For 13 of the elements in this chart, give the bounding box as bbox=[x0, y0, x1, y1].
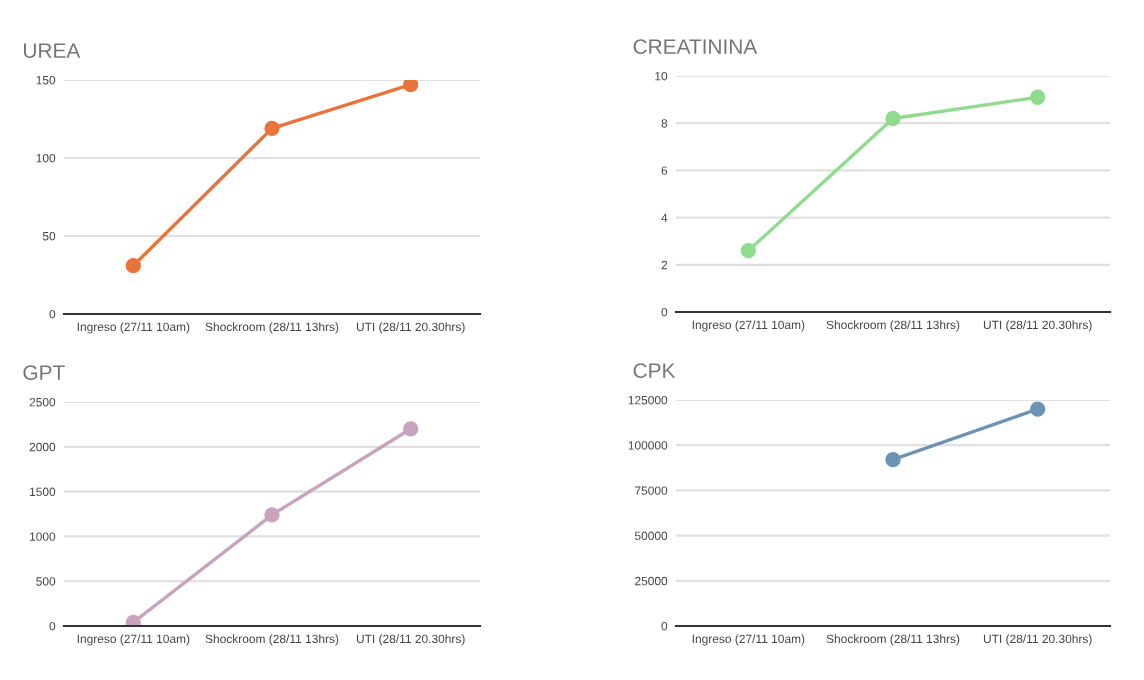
point bbox=[885, 110, 901, 127]
point bbox=[125, 614, 141, 626]
point bbox=[125, 258, 141, 274]
point bbox=[264, 507, 280, 523]
point bbox=[403, 421, 419, 437]
chart-title: UREA bbox=[24, 43, 81, 58]
point bbox=[1030, 89, 1046, 105]
point bbox=[403, 80, 419, 93]
point bbox=[740, 243, 756, 259]
chart-title: CREATININA bbox=[633, 39, 758, 54]
point bbox=[264, 120, 280, 136]
chart-title: GPT bbox=[23, 365, 65, 380]
chart-title: CPK bbox=[633, 363, 676, 378]
